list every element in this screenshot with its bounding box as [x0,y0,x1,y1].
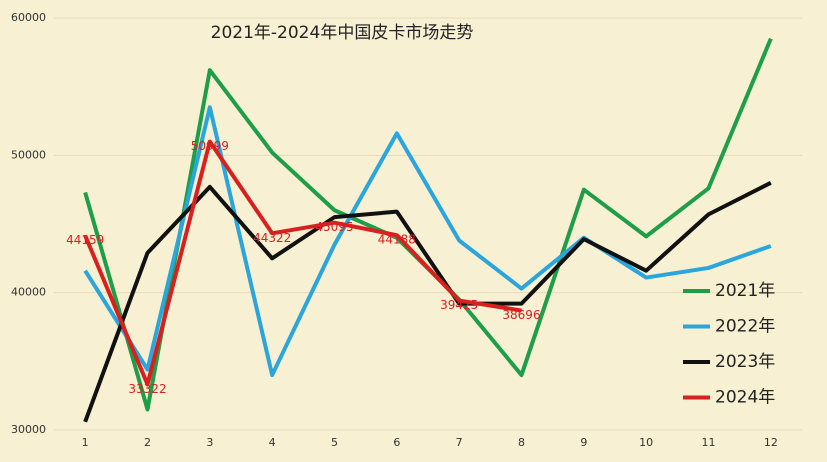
data-label: 50999 [191,139,229,153]
data-label: 44159 [66,233,104,247]
x-tick-label: 10 [639,436,653,449]
data-label: 44322 [253,231,291,245]
data-label: 45095 [315,220,353,234]
legend-label: 2024年 [715,388,775,408]
x-tick-label: 3 [206,436,213,449]
y-tick-label: 40000 [11,286,46,299]
legend-label: 2021年 [715,281,775,301]
y-tick-label: 50000 [11,148,46,161]
data-label: 38696 [502,308,540,322]
series-line [83,105,772,378]
x-tick-label: 8 [518,436,525,449]
x-tick-label: 5 [331,436,338,449]
x-tick-label: 2 [144,436,151,449]
series-line [83,139,522,387]
legend-label: 2022年 [715,317,775,337]
data-label: 33322 [128,382,166,396]
chart-title: 2021年-2024年中国皮卡市场走势 [211,23,474,43]
y-tick-label: 60000 [11,11,46,24]
x-tick-label: 9 [580,436,587,449]
x-tick-label: 1 [82,436,89,449]
x-tick-label: 4 [269,436,276,449]
legend-label: 2023年 [715,352,775,372]
x-tick-label: 7 [456,436,463,449]
x-tick-label: 12 [764,436,778,449]
x-tick-label: 6 [393,436,400,449]
y-tick-label: 30000 [11,423,46,436]
data-label: 39425 [440,298,478,312]
data-label: 44188 [378,233,416,247]
x-tick-label: 11 [702,436,716,449]
series-line [83,181,772,423]
